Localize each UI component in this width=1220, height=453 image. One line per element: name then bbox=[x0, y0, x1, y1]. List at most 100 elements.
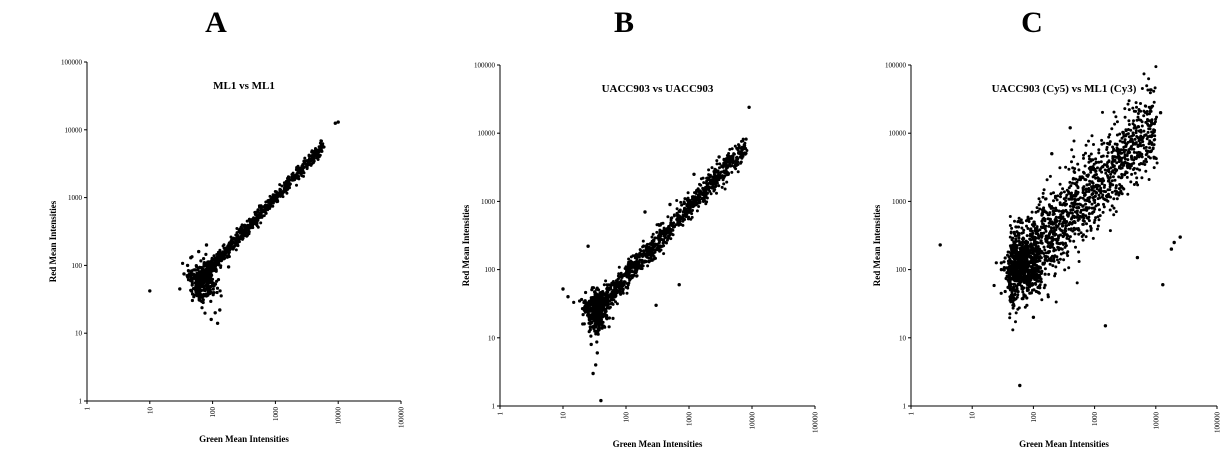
scatter-point bbox=[178, 287, 182, 291]
scatter-point bbox=[1040, 212, 1044, 216]
scatter-point bbox=[613, 287, 617, 291]
y-tick-label: 100000 bbox=[885, 62, 907, 70]
scatter-point bbox=[1051, 213, 1055, 216]
scatter-point bbox=[566, 295, 570, 299]
scatter-point bbox=[215, 286, 220, 290]
scatter-point bbox=[1150, 105, 1154, 108]
scatter-point bbox=[1077, 250, 1081, 254]
scatter-point bbox=[1134, 141, 1138, 145]
scatter-point bbox=[670, 222, 673, 226]
scatter-point bbox=[1028, 229, 1032, 232]
scatter-point bbox=[1035, 225, 1039, 229]
scatter-point bbox=[209, 299, 213, 303]
scatter-point bbox=[273, 196, 277, 199]
scatter-point bbox=[1127, 119, 1131, 123]
scatter-point bbox=[994, 261, 998, 265]
scatter-point bbox=[1034, 249, 1038, 253]
scatter-point bbox=[1007, 269, 1011, 273]
scatter-point bbox=[1118, 139, 1122, 143]
scatter-point bbox=[695, 209, 699, 213]
scatter-point bbox=[1044, 197, 1048, 201]
scatter-point bbox=[1051, 264, 1055, 268]
scatter-point bbox=[658, 232, 662, 235]
scatter-point bbox=[1114, 184, 1118, 188]
scatter-point bbox=[1117, 157, 1121, 161]
scatter-point bbox=[1114, 186, 1118, 190]
scatter-point bbox=[1012, 240, 1016, 244]
scatter-point bbox=[1047, 233, 1051, 237]
scatter-point bbox=[1056, 224, 1060, 228]
scatter-point bbox=[268, 199, 272, 203]
scatter-point bbox=[1122, 150, 1126, 154]
x-tick-label: 1 bbox=[497, 412, 505, 416]
scatter-point bbox=[1139, 109, 1143, 113]
scatter-point bbox=[245, 219, 249, 223]
scatter-point bbox=[1025, 234, 1029, 238]
scatter-point bbox=[261, 210, 265, 214]
scatter-point bbox=[1139, 102, 1142, 105]
scatter-point bbox=[256, 215, 260, 219]
scatter-point bbox=[1010, 226, 1014, 230]
scatter-point bbox=[227, 249, 231, 253]
x-axis-label: Green Mean Intensities bbox=[1019, 439, 1109, 449]
scatter-point bbox=[1145, 84, 1149, 88]
scatter-point bbox=[650, 235, 654, 239]
scatter-point bbox=[1031, 267, 1035, 271]
scatter-point bbox=[1136, 136, 1140, 140]
scatter-point bbox=[1073, 232, 1077, 236]
scatter-point bbox=[684, 213, 688, 217]
scatter-point bbox=[239, 225, 243, 229]
scatter-point bbox=[1093, 201, 1097, 204]
scatter-point bbox=[633, 256, 637, 260]
scatter-point bbox=[699, 183, 703, 187]
scatter-point bbox=[188, 273, 192, 277]
scatter-point bbox=[596, 288, 601, 292]
scatter-point bbox=[1002, 260, 1006, 264]
scatter-point bbox=[1112, 147, 1116, 151]
scatter-point bbox=[1071, 177, 1075, 181]
scatter-point bbox=[620, 284, 624, 288]
scatter-point bbox=[1016, 279, 1021, 283]
scatter-point bbox=[1009, 272, 1014, 276]
scatter-point bbox=[1022, 269, 1026, 273]
scatter-point bbox=[1058, 166, 1062, 170]
scatter-point bbox=[718, 166, 721, 170]
scatter-point bbox=[1008, 297, 1012, 301]
scatter-point bbox=[1088, 182, 1091, 186]
scatter-point bbox=[561, 287, 565, 291]
scatter-point bbox=[1007, 275, 1011, 279]
scatter-point bbox=[271, 204, 275, 208]
scatter-point bbox=[722, 175, 726, 179]
scatter-point bbox=[1112, 213, 1116, 217]
scatter-point bbox=[605, 317, 609, 321]
scatter-point bbox=[609, 294, 613, 298]
scatter-point bbox=[621, 291, 625, 295]
scatter-point bbox=[1092, 166, 1095, 170]
scatter-point bbox=[1042, 245, 1046, 249]
scatter-point bbox=[1025, 303, 1029, 307]
scatter-point bbox=[618, 280, 622, 284]
scatter-point bbox=[209, 276, 213, 280]
scatter-point bbox=[1127, 135, 1131, 139]
scatter-point bbox=[1125, 161, 1129, 165]
scatter-point bbox=[1012, 302, 1016, 307]
scatter-point bbox=[722, 169, 726, 173]
scatter-point bbox=[605, 298, 609, 302]
scatter-point bbox=[336, 120, 340, 124]
scatter-point bbox=[1140, 120, 1144, 124]
scatter-point bbox=[191, 272, 196, 276]
scatter-point bbox=[1113, 189, 1117, 193]
scatter-point bbox=[711, 185, 715, 188]
scatter-point bbox=[1178, 235, 1182, 239]
scatter-point bbox=[596, 332, 600, 336]
scatter-point bbox=[1016, 220, 1020, 224]
scatter-point bbox=[201, 298, 205, 302]
scatter-point bbox=[1089, 152, 1093, 156]
scatter-point bbox=[1062, 251, 1065, 255]
scatter-point bbox=[1058, 203, 1062, 206]
scatter-point bbox=[664, 236, 667, 239]
y-tick-label: 10 bbox=[75, 330, 83, 338]
scatter-point bbox=[1093, 207, 1097, 211]
scatter-point bbox=[1100, 138, 1104, 142]
scatter-point bbox=[148, 289, 152, 293]
